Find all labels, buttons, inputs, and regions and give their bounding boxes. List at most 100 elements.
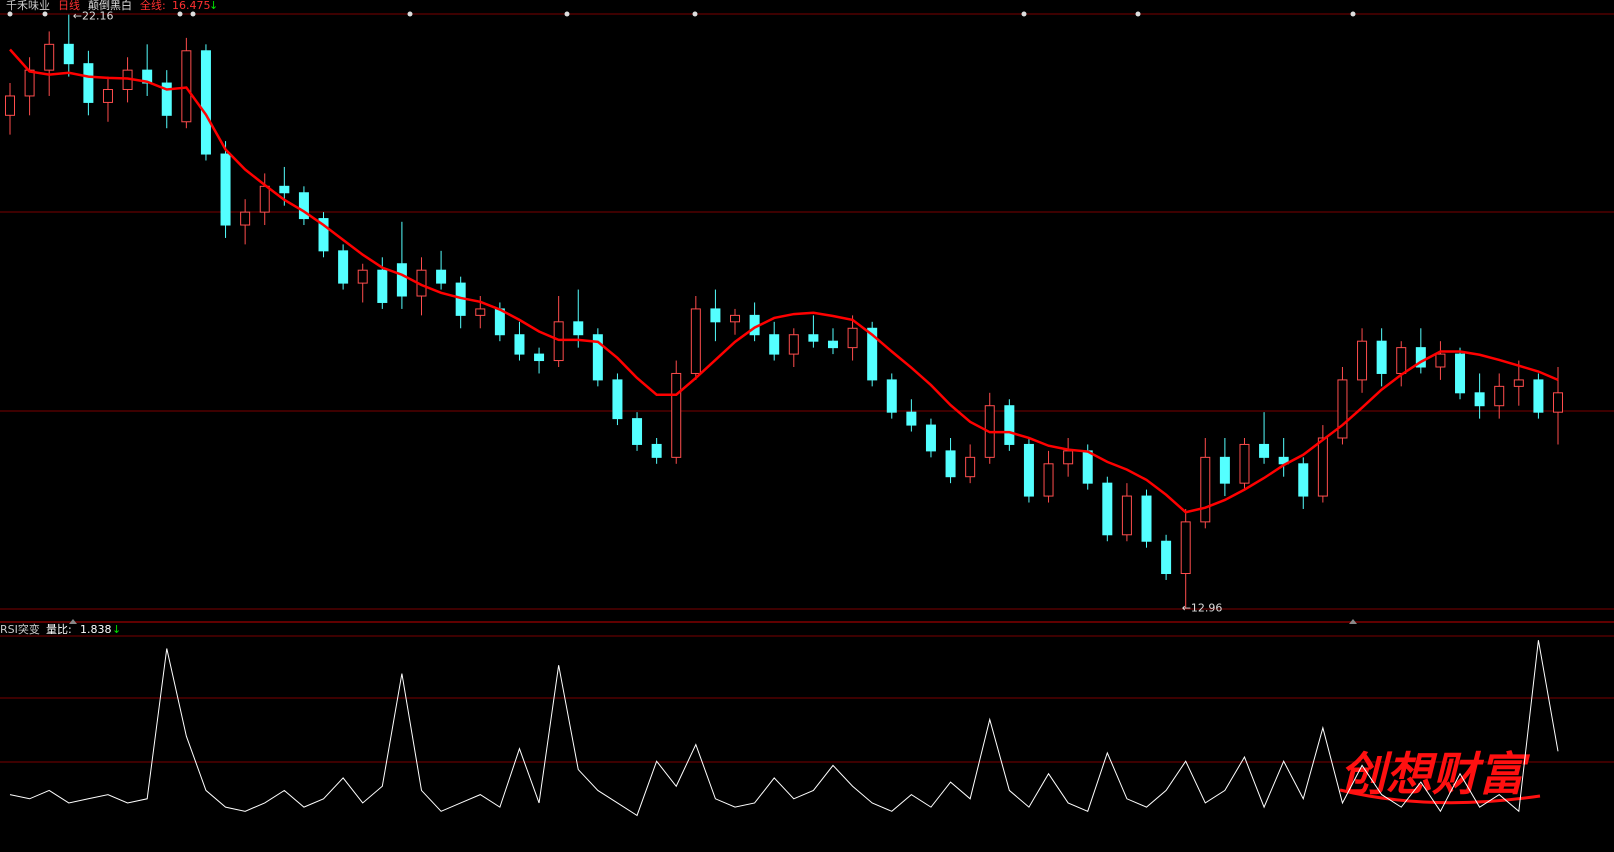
- candle-body: [83, 63, 94, 103]
- candle-body: [906, 411, 917, 426]
- candle-body: [1474, 392, 1485, 407]
- candle-body: [847, 327, 858, 349]
- indicator-name: RSI突变: [0, 622, 40, 636]
- candle-body: [494, 308, 505, 336]
- candle-body: [671, 372, 682, 458]
- stock-name: 千禾味业: [6, 0, 50, 12]
- candle-body: [1023, 443, 1034, 497]
- candle-body: [1337, 379, 1348, 439]
- candle-body: [534, 353, 545, 362]
- candle-body: [396, 263, 407, 297]
- marker: [7, 11, 13, 17]
- candle-body: [651, 443, 662, 458]
- marker: [692, 11, 698, 17]
- candle-body: [44, 43, 55, 71]
- candle-body: [1317, 437, 1328, 497]
- candle-body: [1513, 379, 1524, 387]
- candle-body: [808, 334, 819, 342]
- candle-body: [886, 379, 897, 413]
- candle-body: [1396, 347, 1407, 374]
- ma-label: 全线:: [140, 0, 166, 12]
- candle-body: [1494, 385, 1505, 407]
- low-label: ←12.96: [1182, 601, 1223, 614]
- candle-body: [161, 82, 172, 116]
- trend-arrow: ↓: [112, 623, 121, 636]
- candle-body: [279, 185, 290, 194]
- candle-body: [1533, 379, 1544, 413]
- candle-body: [1004, 405, 1015, 445]
- candle-body: [965, 456, 976, 478]
- indicator-value: 1.838: [80, 623, 112, 636]
- trend-arrow: ↓: [209, 0, 218, 12]
- candle-body: [788, 334, 799, 355]
- candle-body: [632, 418, 643, 445]
- candle-body: [1063, 450, 1074, 465]
- candle-body: [827, 340, 838, 349]
- candle-body: [1161, 540, 1172, 575]
- candle-body: [181, 50, 192, 123]
- candle-body: [240, 211, 251, 226]
- marker: [564, 11, 570, 17]
- candle-body: [925, 424, 936, 452]
- candle-body: [1180, 521, 1191, 575]
- candle-body: [710, 308, 721, 323]
- scheme: 颠倒黑白: [88, 0, 132, 12]
- candle-body: [220, 153, 231, 226]
- candle-body: [377, 269, 388, 303]
- candle-body: [1298, 463, 1309, 497]
- ma-line: [9, 48, 1559, 514]
- candle-body: [318, 218, 329, 252]
- candle-body: [200, 50, 211, 155]
- candle-body: [1102, 482, 1113, 536]
- plot: ←22.16 ←12.96: [5, 10, 1563, 817]
- candle-body: [1357, 340, 1368, 381]
- candle-body: [514, 334, 525, 355]
- candle-body: [730, 314, 741, 323]
- marker: [42, 11, 48, 17]
- candle-body: [690, 308, 701, 374]
- candle-body: [867, 327, 878, 381]
- candle-body: [1376, 340, 1387, 374]
- candle-body: [592, 334, 603, 381]
- candle-body: [1141, 495, 1152, 542]
- marker: [177, 11, 183, 17]
- candle-body: [1082, 450, 1093, 484]
- marker: [1021, 11, 1027, 17]
- watermark: 创想财富: [1340, 747, 1531, 801]
- candle-body: [357, 269, 368, 284]
- candle-body: [436, 269, 447, 284]
- marker: [407, 11, 413, 17]
- candle-body: [945, 450, 956, 478]
- candle-body: [475, 308, 486, 316]
- candle-body: [1219, 456, 1230, 484]
- event-markers: [7, 11, 1356, 17]
- candle-body: [259, 185, 270, 213]
- candle-body: [298, 192, 309, 220]
- marker: [190, 11, 196, 17]
- candle-body: [5, 95, 15, 116]
- candle-body: [338, 250, 349, 284]
- candle-body: [553, 321, 564, 362]
- ma-value: 16.475: [172, 0, 211, 12]
- candle-body: [769, 334, 780, 355]
- marker: [1350, 11, 1356, 17]
- candle-body: [63, 43, 74, 65]
- candle-body: [1553, 392, 1563, 413]
- marker: [1135, 11, 1141, 17]
- candle-body: [1043, 463, 1054, 497]
- candle-body: [1259, 443, 1270, 458]
- indicator-label: 量比:: [46, 623, 72, 636]
- period: 日线: [58, 0, 80, 12]
- candle-body: [1121, 495, 1132, 536]
- candle-body: [102, 89, 113, 103]
- candle-body: [1239, 443, 1250, 484]
- candle-body: [1415, 347, 1426, 368]
- candle-body: [1200, 456, 1211, 523]
- volume-ratio-line: [9, 640, 1559, 817]
- candle-body: [24, 69, 35, 97]
- candle-body: [612, 379, 623, 420]
- high-label: ←22.16: [73, 10, 114, 23]
